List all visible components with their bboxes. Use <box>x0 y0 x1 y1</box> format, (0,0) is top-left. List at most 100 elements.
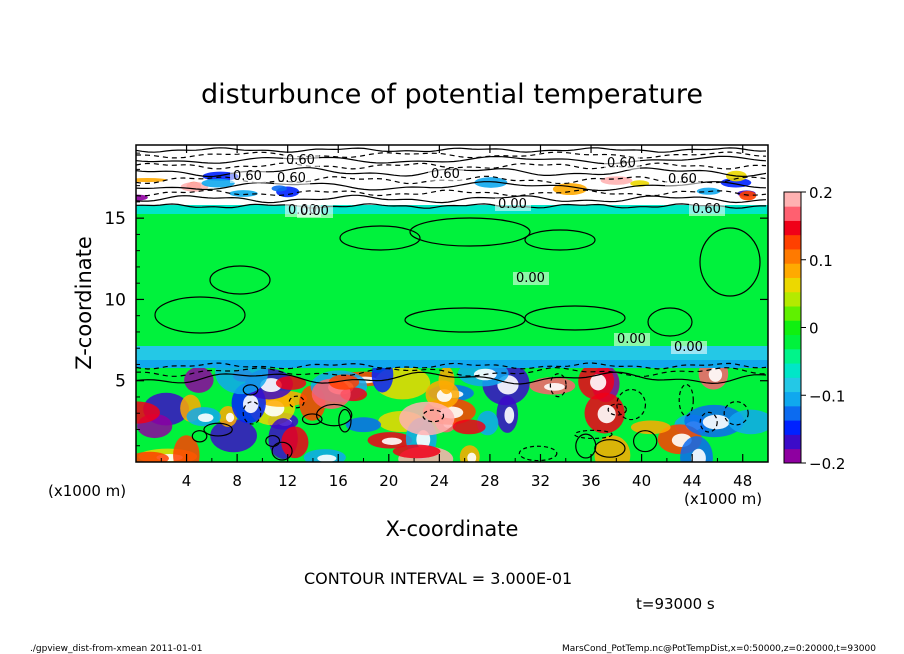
x-tick-label: 12 <box>278 472 297 490</box>
contour-loop <box>271 441 293 461</box>
field-blob-core <box>691 448 706 462</box>
contour-loop <box>315 403 353 427</box>
zero-contour <box>647 307 693 337</box>
plot-frame <box>135 144 769 463</box>
field-blob-core <box>381 437 402 445</box>
top-layer-field <box>136 170 757 201</box>
contour-label: 0.60 <box>277 171 306 186</box>
zero-contour <box>209 265 271 295</box>
contour-line <box>136 155 767 165</box>
field-blob <box>328 374 360 390</box>
field-streak <box>600 176 633 185</box>
zero-contour <box>524 305 626 331</box>
colorbar-swatch <box>784 434 801 450</box>
contour-label-bg <box>495 198 531 211</box>
colorbar-swatch <box>784 277 801 293</box>
colorbar-swatch <box>784 363 801 378</box>
contour-loop <box>242 401 262 425</box>
contour-label-bg <box>230 170 266 183</box>
field-blob <box>136 401 160 424</box>
field-blob-core <box>708 367 723 382</box>
field-blob-core <box>467 452 477 462</box>
zero-contour <box>339 225 421 251</box>
contour-line <box>136 151 767 159</box>
contour-labels: 0.60 0.60 0.60 0.60 0.60 0.60 0.60 0.00 0.00 0.00… <box>230 153 725 355</box>
contour-label: 0.60 <box>233 169 262 184</box>
contour-loop <box>723 401 749 426</box>
colorbar-swatch <box>784 220 801 236</box>
y-axis: 5 10 15 <box>104 152 768 447</box>
field-blob-core <box>317 454 337 462</box>
field-blob-core <box>597 404 616 424</box>
zero-contour <box>409 217 531 247</box>
bottom-layer-field <box>136 350 768 462</box>
contour-loop <box>699 411 718 433</box>
field-blob-core <box>544 382 565 391</box>
contour-loop <box>301 413 323 426</box>
colorbar-swatch <box>784 306 801 321</box>
colorbar-tick-label: −0.2 <box>809 455 845 473</box>
contour-loop <box>678 383 694 417</box>
contour-label-bg <box>283 154 319 167</box>
y-tick-label: 10 <box>104 290 126 310</box>
field-blob-core <box>702 414 730 430</box>
footer-left: ./gpview_dist-from-xmean 2011-01-01 <box>30 644 202 654</box>
contour-loop <box>574 429 613 440</box>
colorbar-swatch <box>784 334 801 350</box>
zero-contour <box>524 229 596 251</box>
x-tick-label: 16 <box>329 472 348 490</box>
contour-label-bg <box>665 173 701 186</box>
contour-label-bg <box>274 172 310 185</box>
x-axis-unit-right: (x1000 m) <box>684 490 762 508</box>
colorbar-swatch <box>784 249 801 264</box>
contour-label-bg <box>428 168 464 181</box>
contour-line <box>136 162 767 170</box>
contour-loop <box>518 445 558 462</box>
colorbar-swatches <box>784 192 801 464</box>
contour-label-bg <box>513 272 549 285</box>
field-blob <box>594 435 631 462</box>
colorbar-swatch <box>784 391 801 407</box>
contour-label: 0.60 <box>668 172 697 187</box>
colorbar-swatch <box>784 206 801 221</box>
colorbar-swatch <box>784 405 801 421</box>
y-axis-label: Z-coordinate <box>72 236 96 370</box>
contour-loop <box>549 373 567 398</box>
y-tick-label: 5 <box>115 372 126 392</box>
contour-label-bg <box>614 333 650 346</box>
x-tick-label: 20 <box>379 472 398 490</box>
contour-loop <box>242 384 259 396</box>
x-tick-label: 8 <box>232 472 242 490</box>
colorbar-swatch <box>784 291 801 307</box>
contour-label: 0.00 <box>498 197 527 212</box>
colorbar-ticks: 0.2 0.1 0 −0.1 −0.2 <box>801 184 845 473</box>
field-blob <box>275 376 307 390</box>
contour-loop <box>191 430 208 443</box>
field-streak <box>474 177 508 188</box>
field-blob-core <box>225 412 235 423</box>
field-blob <box>392 444 441 459</box>
contour-label: 0.00 <box>516 271 545 286</box>
contour-loop <box>422 409 445 423</box>
field-blob-core <box>197 413 214 422</box>
colorbar-swatch <box>784 377 801 393</box>
colorbar-swatch <box>784 420 801 435</box>
contour-line <box>136 189 767 197</box>
colorbar-swatch <box>784 234 801 250</box>
midlayer-field <box>136 206 768 346</box>
contour-line <box>136 366 767 378</box>
contour-loop <box>594 439 626 458</box>
contour-label: 0.60 <box>431 167 460 182</box>
contour-label-bg <box>604 157 640 170</box>
field-blob <box>438 366 455 395</box>
colorbar: 0.2 0.1 0 −0.1 −0.2 <box>783 184 845 473</box>
contour-loop <box>607 403 627 416</box>
contour-lines <box>136 147 767 462</box>
colorbar-swatch <box>784 448 801 464</box>
field-streak <box>136 177 168 183</box>
contour-line <box>136 194 767 204</box>
x-axis: 4 8 12 16 20 24 28 32 36 40 44 48 <box>160 145 752 490</box>
field-streak <box>201 178 235 188</box>
field-blob <box>728 409 768 435</box>
